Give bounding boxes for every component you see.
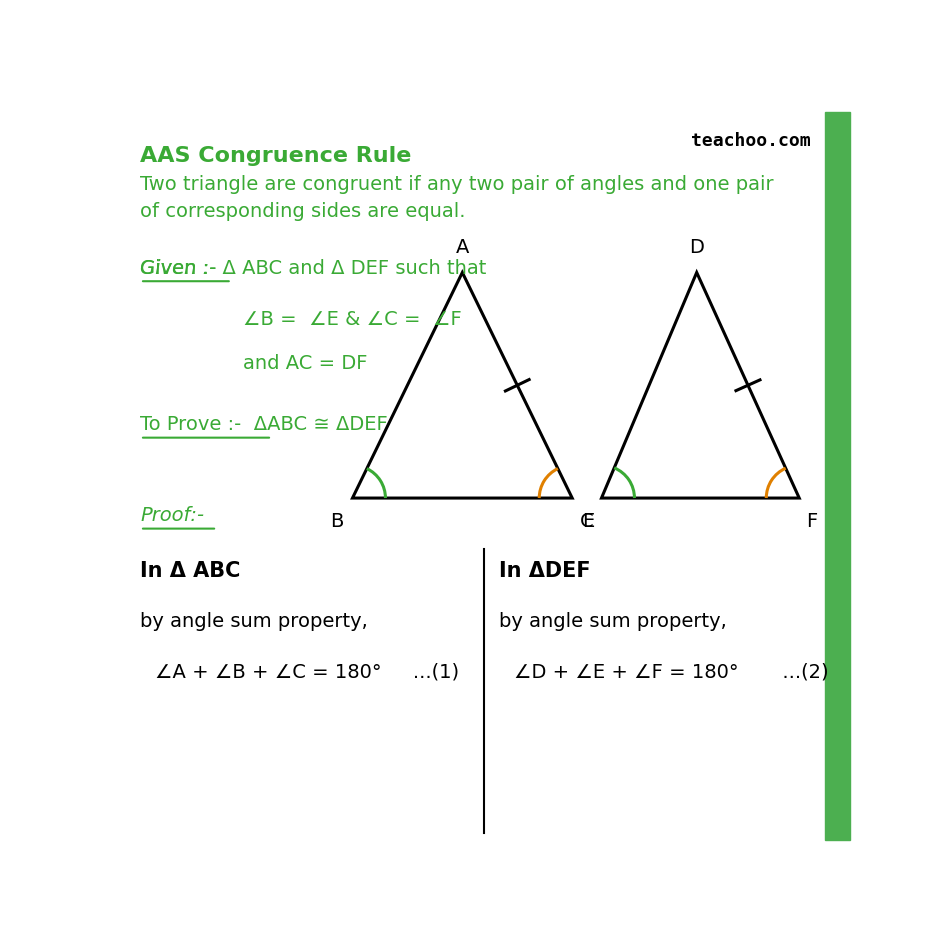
Text: ∠A + ∠B + ∠C = 180°     ...(1): ∠A + ∠B + ∠C = 180° ...(1) xyxy=(155,662,459,681)
Text: C: C xyxy=(579,512,593,531)
Text: In ΔDEF: In ΔDEF xyxy=(498,561,590,581)
Text: and AC = DF: and AC = DF xyxy=(243,353,366,372)
Text: Two triangle are congruent if any two pair of angles and one pair: Two triangle are congruent if any two pa… xyxy=(140,175,773,194)
Text: Proof:-: Proof:- xyxy=(140,506,204,525)
Text: To Prove :-  ΔABC ≅ ΔDEF: To Prove :- ΔABC ≅ ΔDEF xyxy=(140,415,387,434)
Text: B: B xyxy=(329,512,343,531)
Text: A: A xyxy=(455,238,468,257)
Text: Given :-: Given :- xyxy=(140,259,223,278)
Text: by angle sum property,: by angle sum property, xyxy=(140,611,367,631)
Bar xyxy=(824,113,850,840)
Text: Given :- Δ ABC and Δ DEF such that: Given :- Δ ABC and Δ DEF such that xyxy=(140,259,486,278)
Text: teachoo.com: teachoo.com xyxy=(690,131,809,149)
Text: In Δ ABC: In Δ ABC xyxy=(140,561,240,581)
Text: of corresponding sides are equal.: of corresponding sides are equal. xyxy=(140,202,465,221)
Text: D: D xyxy=(688,238,703,257)
Text: ∠D + ∠E + ∠F = 180°       ...(2): ∠D + ∠E + ∠F = 180° ...(2) xyxy=(514,662,827,681)
Text: AAS Congruence Rule: AAS Congruence Rule xyxy=(140,146,411,166)
Text: F: F xyxy=(805,512,817,531)
Text: E: E xyxy=(582,512,594,531)
Text: by angle sum property,: by angle sum property, xyxy=(498,611,726,631)
Text: ∠B =  ∠E & ∠C =  ∠F: ∠B = ∠E & ∠C = ∠F xyxy=(243,310,461,329)
